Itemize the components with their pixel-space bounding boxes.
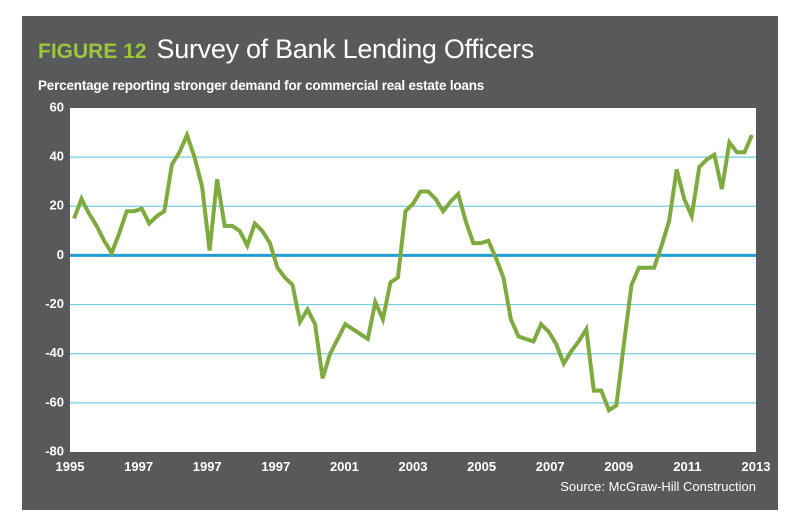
y-tick-label: -20 [45,296,64,311]
y-tick-label: -40 [45,345,64,360]
x-tick-label: 2013 [742,459,771,474]
line-chart: 60 40 20 0 -20 -40 -60 -80 1995 1997 1997 1997 2001… [45,99,771,474]
chart-title: Survey of Bank Lending Officers [156,34,535,64]
series-line [72,129,754,414]
x-tick-label: 2011 [673,459,701,474]
figure-panel: FIGURE 12 Survey of Bank Lending Officer… [22,16,778,510]
figure-label: FIGURE 12 [38,40,147,63]
gridlines [70,156,756,404]
plot-area [70,108,756,452]
y-tick-label: -60 [45,394,64,409]
x-tick-label: 2007 [536,459,565,474]
x-tick-label: 2009 [604,459,633,474]
source-note: Source: McGraw-Hill Construction [560,479,756,494]
x-tick-label: 1997 [261,459,290,474]
x-tick-label: 1997 [124,459,153,474]
x-tick-label: 2005 [467,459,496,474]
x-tick-label: 2001 [330,459,359,474]
y-tick-label: 0 [57,247,64,262]
y-tick-label: -80 [45,443,64,458]
x-tick-label: 1997 [193,459,222,474]
figure-header: FIGURE 12 Survey of Bank Lending Officer… [38,34,534,70]
y-tick-label: 20 [50,198,64,213]
y-tick-label: 60 [50,99,64,114]
y-axis-ticks: 60 40 20 0 -20 -40 -60 -80 [45,99,64,458]
chart-subtitle: Percentage reporting stronger demand for… [38,78,485,93]
x-tick-label: 1995 [56,459,85,474]
x-axis-ticks: 1995 1997 1997 1997 2001 2003 2005 2007 2009 2011… [56,459,771,474]
x-tick-label: 2003 [399,459,428,474]
y-tick-label: 40 [50,149,64,164]
